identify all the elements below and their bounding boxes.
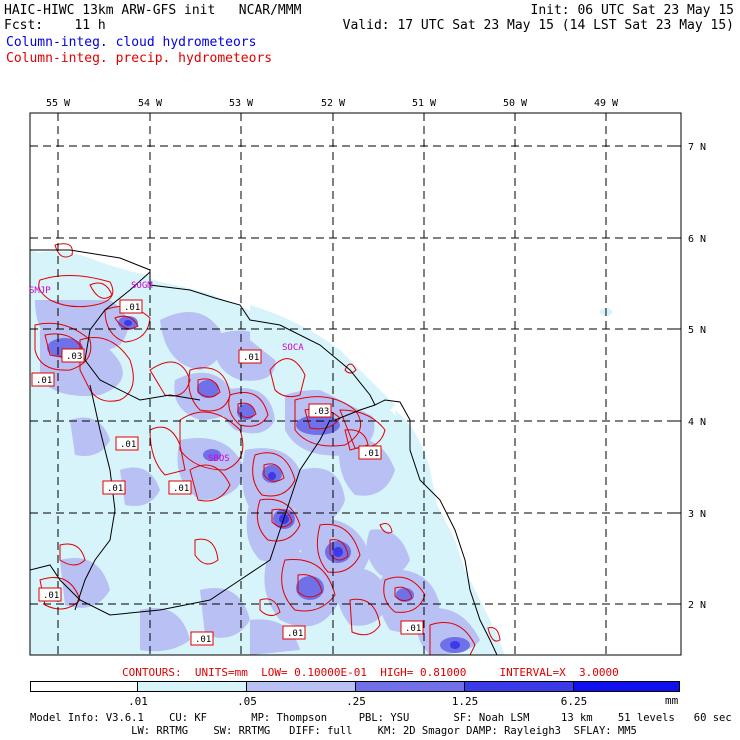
colorbar-label: 6.25 — [560, 695, 588, 708]
legend-cloud: Column-integ. cloud hydrometeors — [6, 35, 257, 50]
lat-label: 2 N — [688, 600, 706, 611]
lon-label: 51 W — [412, 98, 437, 109]
contour-labels: .01 .01 .03 .01 .01 .01 .01 .03 .01 .01 … — [31, 299, 424, 646]
cloud-fill-dark — [47, 286, 470, 653]
contour-label-box: .01 — [358, 445, 382, 460]
contour-label-box: .03 — [61, 348, 85, 363]
colorbar-unit: mm — [665, 694, 679, 707]
coastline — [30, 249, 498, 655]
map-frame — [29, 112, 682, 656]
contour-label: .01 — [243, 353, 259, 363]
colorbar-label: 1.25 — [451, 695, 479, 708]
contour-label: .01 — [43, 591, 59, 601]
legend-precip: Column-integ. precip. hydrometeors — [6, 51, 273, 66]
offshore-cloud — [30, 251, 612, 520]
contour-label: .01 — [173, 484, 189, 494]
contour-label: .01 — [107, 484, 123, 494]
latlon-grid — [30, 113, 681, 655]
contour-label-box: .01 — [119, 299, 143, 314]
station-label: SOCA — [282, 343, 304, 353]
map-ticks — [57, 113, 681, 605]
lat-label: 4 N — [688, 417, 706, 428]
lat-label: 7 N — [688, 142, 706, 153]
model-info-line2: LW: RRTMG SW: RRTMG DIFF: full KM: 2D Sm… — [30, 725, 637, 737]
precip-contours — [34, 243, 501, 655]
colorbar-segment — [246, 681, 356, 692]
init-time: Init: 06 UTC Sat 23 May 15 — [530, 3, 735, 18]
colorbar-segment — [573, 681, 680, 692]
contour-label-box: .01 — [38, 587, 62, 602]
colorbar-segment — [464, 681, 574, 692]
station-label: SOGM — [131, 281, 153, 291]
contour-label-box: .01 — [238, 349, 262, 364]
contour-label-box: .01 — [282, 625, 306, 640]
lon-label: 49 W — [594, 98, 619, 109]
colorbar-segment — [30, 681, 138, 692]
hydrometeor-field — [30, 113, 681, 655]
forecast-hour: Fcst: 11 h — [4, 18, 106, 33]
lat-label: 5 N — [688, 325, 706, 336]
colorbar-segment — [137, 681, 247, 692]
contour-label: .01 — [287, 629, 303, 639]
station-label: SMJP — [29, 286, 51, 296]
contour-label-box: .01 — [31, 372, 55, 387]
lon-label: 55 W — [46, 98, 71, 109]
contour-label: .01 — [124, 303, 140, 313]
contour-label-box: .01 — [168, 480, 192, 495]
lon-label: 53 W — [229, 98, 254, 109]
colorbar-label: .01 — [128, 695, 148, 708]
contour-label-box: .03 — [308, 403, 332, 418]
lat-label: 3 N — [688, 509, 706, 520]
contour-label-box: .01 — [190, 631, 214, 646]
contour-label: .01 — [405, 624, 421, 634]
valid-time: Valid: 17 UTC Sat 23 May 15 (14 LST Sat … — [342, 18, 734, 33]
plot-title: HAIC-HIWC 13km ARW-GFS init NCAR/MMM — [4, 3, 302, 18]
contour-label: .03 — [313, 407, 329, 417]
station-label: SBOS — [208, 454, 230, 464]
contour-label-box: .01 — [115, 436, 139, 451]
contour-label: .01 — [120, 440, 136, 450]
contour-label: .01 — [36, 376, 52, 386]
lon-label: 52 W — [321, 98, 346, 109]
contour-label: .03 — [66, 352, 82, 362]
colorbar-label: .25 — [346, 695, 366, 708]
model-info-line1: Model Info: V3.6.1 CU: KF MP: Thompson P… — [30, 712, 732, 724]
contour-info: CONTOURS: UNITS=mm LOW= 0.10000E-01 HIGH… — [122, 666, 619, 679]
contour-label-box: .01 — [400, 620, 424, 635]
lon-label: 50 W — [503, 98, 528, 109]
lon-label: 54 W — [138, 98, 163, 109]
colorbar-segment — [355, 681, 465, 692]
contour-label: .01 — [363, 449, 379, 459]
ocean-area — [30, 113, 681, 655]
contour-label-box: .01 — [102, 480, 126, 495]
lat-label: 6 N — [688, 234, 706, 245]
colorbar-label: .05 — [237, 695, 257, 708]
contour-label: .01 — [195, 635, 211, 645]
